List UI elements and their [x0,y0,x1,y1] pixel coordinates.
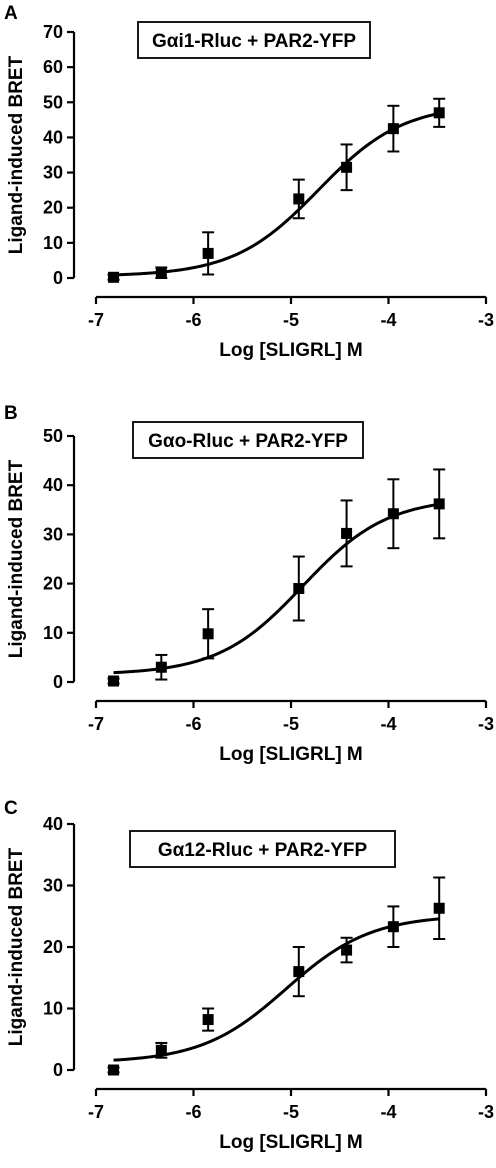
data-point-c [387,921,399,933]
y-tick-label-c: 40 [43,814,63,834]
legend-label-c: Gα12-Rluc + PAR2-YFP [158,840,368,861]
x-tick-label-a: -6 [185,310,201,330]
data-point-a [387,123,399,135]
x-tick-label-c: -6 [185,1102,201,1122]
x-tick-label-c: -3 [478,1102,494,1122]
x-axis-title-a: Log [SLIGRL] M [219,340,363,361]
y-axis-title-b: Ligand-induced BRET [6,459,27,658]
data-point-a [293,193,305,205]
y-tick-label-b: 50 [43,426,63,446]
data-point-b [341,527,353,539]
y-tick-label-c: 30 [43,876,63,896]
y-tick-label-b: 10 [43,623,63,643]
y-tick-label-c: 20 [43,937,63,957]
x-tick-label-b: -7 [88,714,104,734]
data-point-a [155,267,167,279]
y-tick-label-c: 10 [43,999,63,1019]
y-axis-title-a: Ligand-induced BRET [6,55,27,254]
legend-box-c [129,830,396,868]
x-tick-label-b: -6 [185,714,201,734]
x-tick-label-a: -4 [380,310,396,330]
y-tick-label-a: 40 [43,127,63,147]
data-point-a [202,247,214,259]
y-tick-label-b: 40 [43,475,63,495]
data-point-b [202,628,214,640]
data-point-b [433,498,445,510]
y-tick-label-a: 50 [43,92,63,112]
data-point-c [341,944,353,956]
panel-label-b: B [4,403,18,424]
legend-label-b: Gαo-Rluc + PAR2-YFP [148,431,348,452]
fit-curve-b [113,502,440,675]
data-point-b [108,675,120,687]
x-tick-label-a: -5 [283,310,299,330]
y-tick-label-c: 0 [53,1060,63,1080]
legend-box-a [137,21,371,59]
data-point-c [108,1064,120,1076]
y-tick-label-a: 30 [43,163,63,183]
x-tick-label-a: -7 [88,310,104,330]
x-tick-label-c: -7 [88,1102,104,1122]
x-tick-label-c: -5 [283,1102,299,1122]
legend-box-b [132,421,364,459]
data-point-a [108,271,120,283]
data-point-a [341,161,353,173]
data-point-b [293,583,305,595]
y-tick-label-b: 0 [53,672,63,692]
x-tick-label-b: -5 [283,714,299,734]
fit-curve-c [113,917,440,1062]
y-tick-label-b: 30 [43,524,63,544]
data-point-c [155,1044,167,1056]
x-tick-label-c: -4 [380,1102,396,1122]
data-point-b [387,508,399,520]
fit-curve-a [113,111,440,277]
data-point-c [293,966,305,978]
y-tick-label-a: 0 [53,268,63,288]
data-point-c [202,1014,214,1026]
y-axis-title-c: Ligand-induced BRET [6,847,27,1046]
x-axis-title-c: Log [SLIGRL] M [219,1132,363,1153]
data-point-b [155,661,167,673]
data-point-a [433,107,445,119]
x-axis-title-b: Log [SLIGRL] M [219,744,363,765]
y-tick-label-a: 60 [43,57,63,77]
panel-label-c: C [4,798,18,819]
legend-label-a: Gαi1-Rluc + PAR2-YFP [152,31,356,52]
y-tick-label-a: 70 [43,22,63,42]
x-tick-label-b: -4 [380,714,396,734]
x-tick-label-a: -3 [478,310,494,330]
x-tick-label-b: -3 [478,714,494,734]
y-tick-label-a: 10 [43,233,63,253]
y-tick-label-a: 20 [43,198,63,218]
data-point-c [433,902,445,914]
panel-label-a: A [4,3,18,24]
y-tick-label-b: 20 [43,574,63,594]
